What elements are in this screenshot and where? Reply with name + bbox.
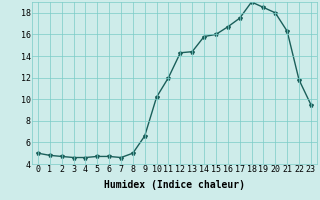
X-axis label: Humidex (Indice chaleur): Humidex (Indice chaleur)	[104, 180, 245, 190]
